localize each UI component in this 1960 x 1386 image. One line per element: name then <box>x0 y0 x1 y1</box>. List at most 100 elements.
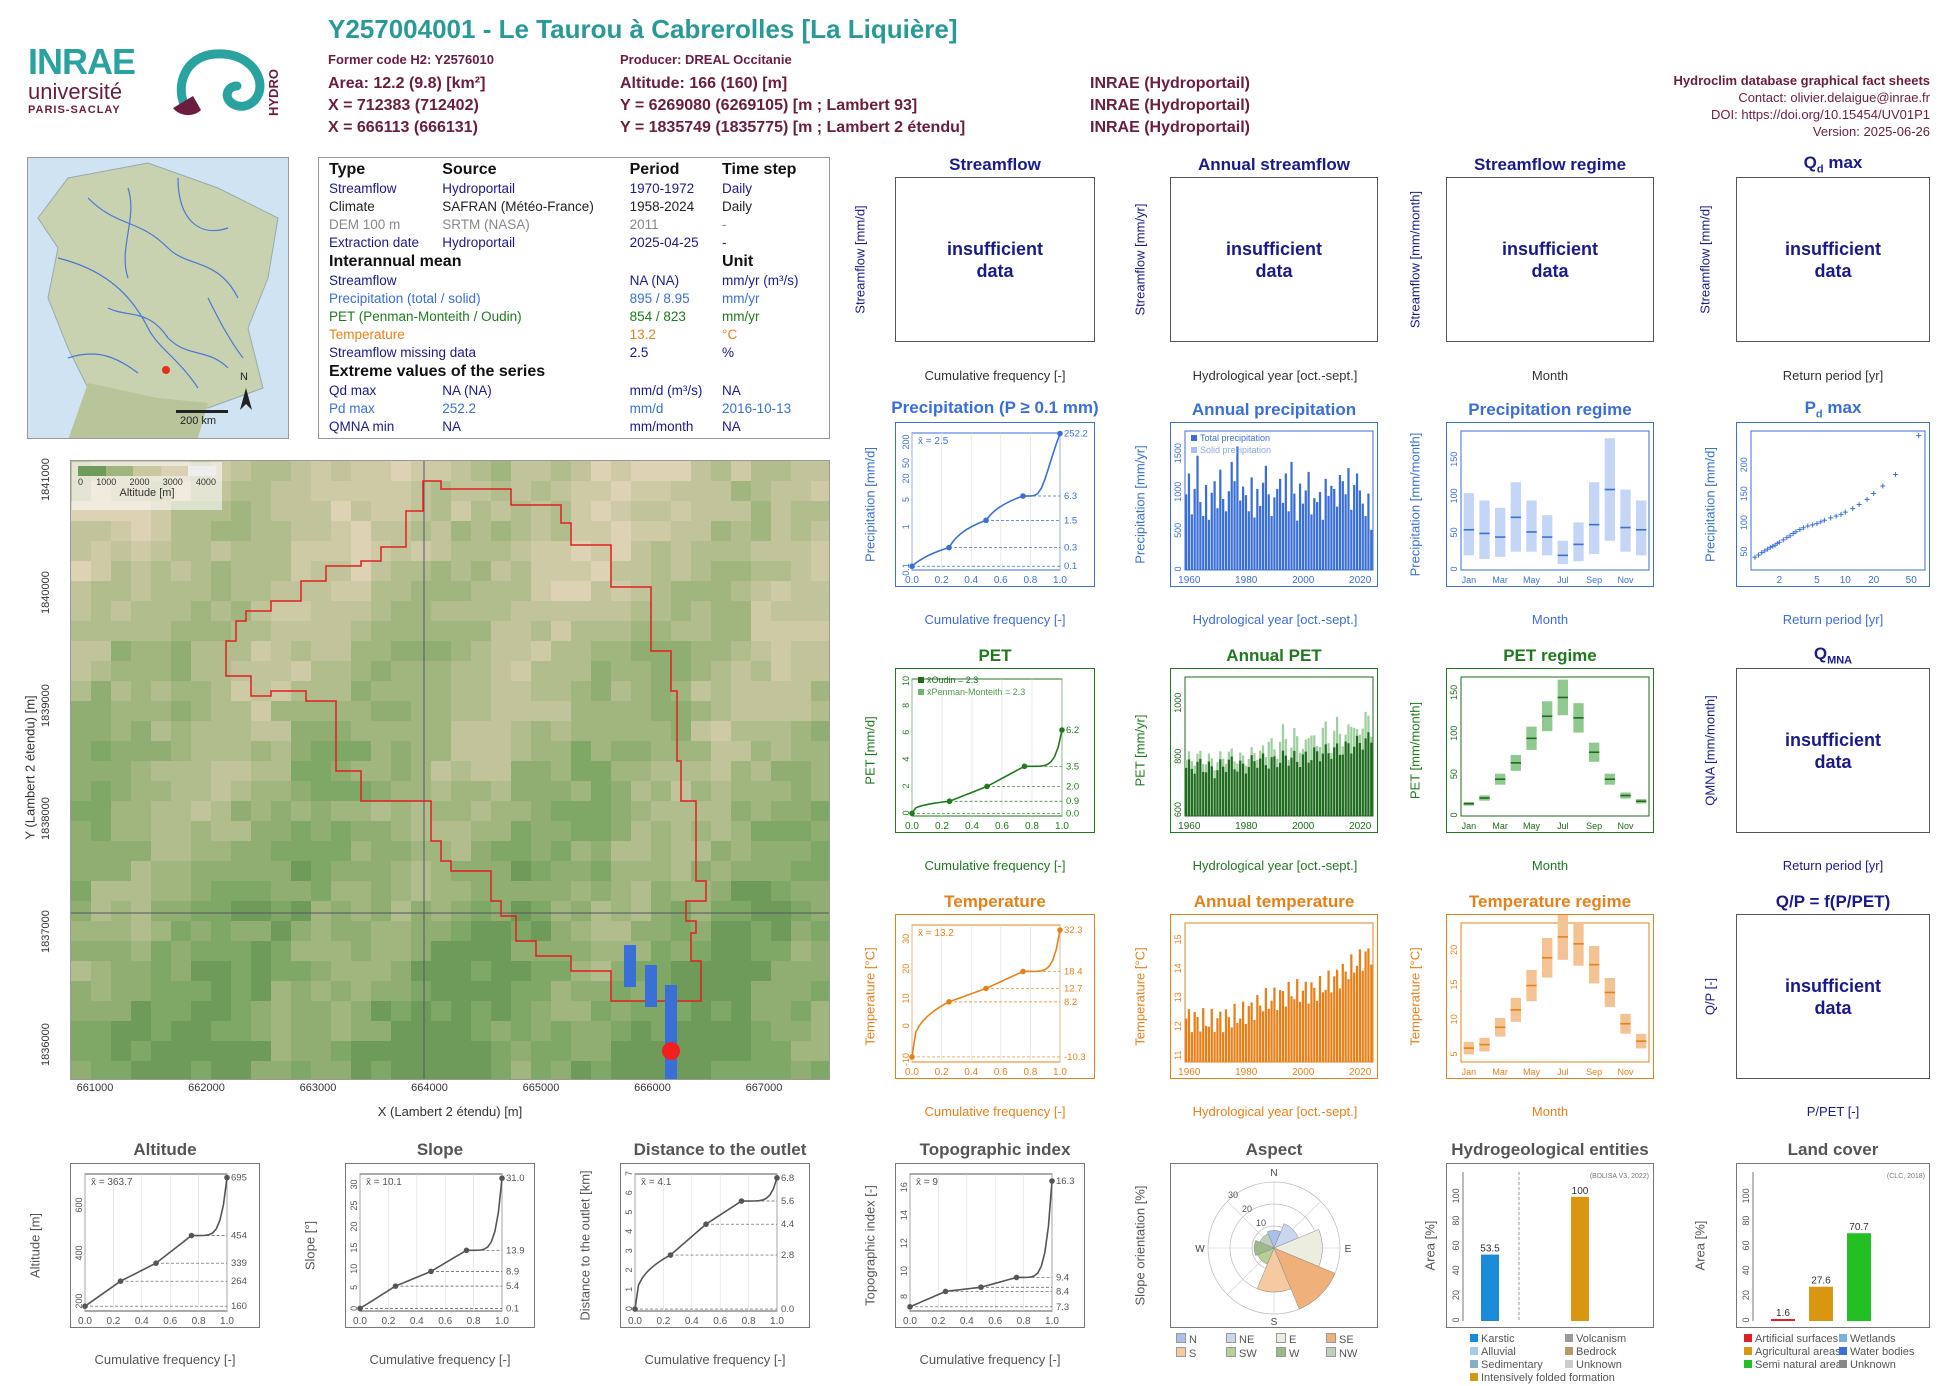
extreme-value: 252.2 <box>442 401 477 416</box>
quantile-label: 13.9 <box>506 1245 525 1256</box>
credits: Hydroclim database graphical fact sheets… <box>1674 72 1930 140</box>
dem-cell <box>391 1001 411 1021</box>
dem-cell <box>451 581 471 601</box>
dem-cell <box>171 1021 191 1041</box>
quantile-label: 695 <box>231 1173 247 1184</box>
dem-cell <box>511 561 531 581</box>
dem-cell <box>391 1061 411 1079</box>
y-tick-label: 15 <box>1173 934 1183 944</box>
dem-cell <box>291 761 311 781</box>
dem-cell <box>671 661 691 681</box>
dem-cell <box>131 721 151 741</box>
bar <box>1321 992 1324 1062</box>
bar <box>1350 954 1353 1062</box>
dem-cell <box>651 841 671 861</box>
dem-cell <box>151 641 171 661</box>
dem-cell <box>151 821 171 841</box>
dem-cell <box>751 861 771 881</box>
dem-cell <box>351 1041 371 1061</box>
dem-cell <box>191 641 211 661</box>
dem-cell <box>411 641 431 661</box>
x-tick-label: Mar <box>1492 575 1508 585</box>
dem-cell <box>511 981 531 1001</box>
dem-cell <box>491 681 511 701</box>
bar <box>1279 990 1282 1062</box>
topo-svg: 0.0 0.2 0.4 0.6 0.8 1.081012141616.39.48.47.3… <box>899 1173 1075 1327</box>
legend-item: Artificial surfaces <box>1744 1333 1839 1346</box>
bar <box>1333 747 1336 816</box>
pet-ylabel: PET [mm/d] <box>862 716 878 785</box>
dem-cell <box>791 561 811 581</box>
dem-cell <box>251 901 271 921</box>
dem-cell <box>491 721 511 741</box>
dem-cell <box>611 601 631 621</box>
bar <box>1236 446 1239 570</box>
dem-cell <box>191 881 211 901</box>
qd-max-plot: insufficient data <box>1736 177 1930 342</box>
dem-cell <box>431 821 451 841</box>
dem-cell <box>191 561 211 581</box>
dem-cell <box>411 561 431 581</box>
dem-cell <box>431 1001 451 1021</box>
topo-xlabel: Cumulative frequency [-] <box>919 1352 1061 1367</box>
dem-cell <box>191 541 211 561</box>
regime-box <box>1573 522 1584 562</box>
dem-cell <box>471 1021 491 1041</box>
dem-cell <box>111 601 131 621</box>
bar <box>1279 762 1282 816</box>
bar <box>1244 773 1248 816</box>
bar <box>1316 502 1319 570</box>
dem-cell <box>211 701 231 721</box>
dem-cell <box>211 541 231 561</box>
x-tick-label: 10 <box>1840 575 1852 586</box>
dem-cell <box>491 981 511 1001</box>
dem-cell <box>411 621 431 641</box>
dem-cell <box>431 801 451 821</box>
dem-cell <box>251 501 271 521</box>
dem-cell <box>71 821 91 841</box>
x-tick-label: 0.4 <box>685 1316 699 1327</box>
dem-cell <box>751 881 771 901</box>
bar <box>1370 742 1373 816</box>
dem-cell <box>531 541 551 561</box>
quantile-label: 1.5 <box>1064 515 1077 526</box>
dem-cell <box>811 901 829 921</box>
dem-cell <box>151 901 171 921</box>
dem-cell <box>491 561 511 581</box>
dem-cell <box>711 581 731 601</box>
dem-cell <box>251 561 271 581</box>
dem-cell <box>291 801 311 821</box>
dem-cell <box>291 521 311 541</box>
info-row-type: Climate <box>329 199 375 214</box>
return-point <box>1805 523 1811 529</box>
bar <box>1298 767 1302 816</box>
coord-x2: X = 666113 (666131) <box>328 119 478 136</box>
dem-cell <box>751 961 771 981</box>
dem-cell <box>131 741 151 761</box>
mean-name: Temperature <box>329 327 405 342</box>
dem-cell <box>251 821 271 841</box>
quantile-label: 0.3 <box>1064 543 1077 554</box>
dem-cell <box>231 861 251 881</box>
bar <box>1199 502 1202 570</box>
dem-cell <box>811 481 829 501</box>
bar <box>1222 1032 1225 1062</box>
dem-cell <box>431 561 451 581</box>
dem-cell <box>191 581 211 601</box>
dem-cell <box>91 601 111 621</box>
dem-cell <box>551 861 571 881</box>
dem-cell <box>471 621 491 641</box>
return-point <box>1892 471 1898 477</box>
regime-box <box>1526 500 1537 552</box>
quantile-point <box>188 1232 195 1239</box>
bar <box>1196 455 1199 570</box>
dem-cell <box>131 1061 151 1079</box>
temp-ylabel: Temperature [°C] <box>862 947 878 1046</box>
coord-src3: INRAE (Hydroportail) <box>1090 119 1250 136</box>
dem-cell <box>311 1061 331 1079</box>
dem-cell <box>451 841 471 861</box>
dem-cell <box>611 761 631 781</box>
bar <box>1344 971 1347 1062</box>
